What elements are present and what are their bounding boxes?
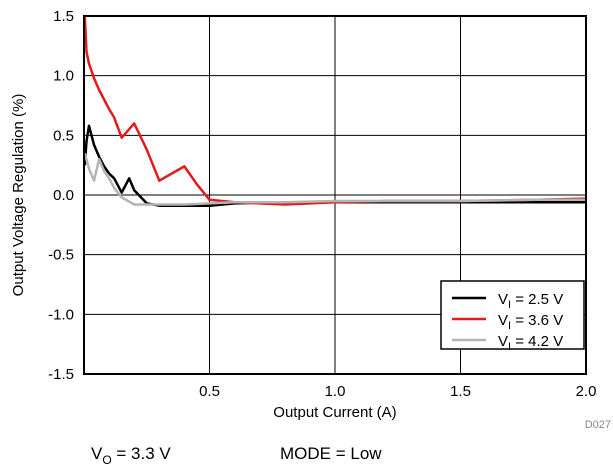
legend-label-subscript: I: [508, 320, 511, 332]
y-tick-labels: 1.5 1.0 0.5 0.0 -0.5 -1.0 -1.5: [48, 8, 74, 383]
plot-frame: [83, 15, 587, 375]
legend-label-subscript: I: [508, 299, 511, 311]
vo-condition-value: = 3.3 V: [112, 444, 172, 463]
legend-label-3: VI = 4.2 V: [498, 333, 563, 353]
legend-label-2: VI = 3.6 V: [498, 312, 563, 332]
legend-box: [440, 280, 585, 350]
legend-label-value: = 4.2 V: [511, 333, 563, 350]
y-tick-label: -1.0: [48, 306, 74, 323]
y-tick-label: -1.5: [48, 366, 74, 383]
series-group: [84, 16, 586, 207]
x-tick-label: 1.5: [450, 383, 471, 400]
y-tick-label: 1.5: [53, 8, 74, 25]
y-axis-label: Output Voltage Regulation (%): [10, 94, 27, 297]
mode-condition: MODE = Low: [280, 444, 382, 463]
vo-condition-main: V: [91, 444, 103, 463]
legend-label-subscript: I: [508, 341, 511, 353]
legend: VI = 2.5 VVI = 3.6 VVI = 4.2 V: [440, 280, 585, 353]
vo-condition-subscript: O: [102, 453, 111, 466]
x-tick-label: 0.5: [199, 383, 220, 400]
y-tick-label: -0.5: [48, 247, 74, 264]
legend-label-1: VI = 2.5 V: [498, 291, 563, 311]
legend-label-value: = 3.6 V: [511, 312, 563, 329]
x-tick-labels: 0.5 1.0 1.5 2.0: [199, 383, 596, 400]
legend-label-main: V: [498, 312, 508, 329]
x-tick-label: 1.0: [325, 383, 346, 400]
legend-label-main: V: [498, 291, 508, 308]
x-tick-label: 2.0: [576, 383, 597, 400]
legend-label-value: = 2.5 V: [511, 291, 563, 308]
y-tick-label: 1.0: [53, 68, 74, 85]
series-line-3: [84, 152, 586, 206]
x-axis-label: Output Current (A): [273, 404, 396, 421]
y-tick-label: 0.5: [53, 127, 74, 144]
figure-id: D027: [585, 419, 611, 431]
legend-label-main: V: [498, 333, 508, 350]
y-tick-label: 0.0: [53, 187, 74, 204]
vo-condition: VO = 3.3 V: [91, 444, 171, 466]
